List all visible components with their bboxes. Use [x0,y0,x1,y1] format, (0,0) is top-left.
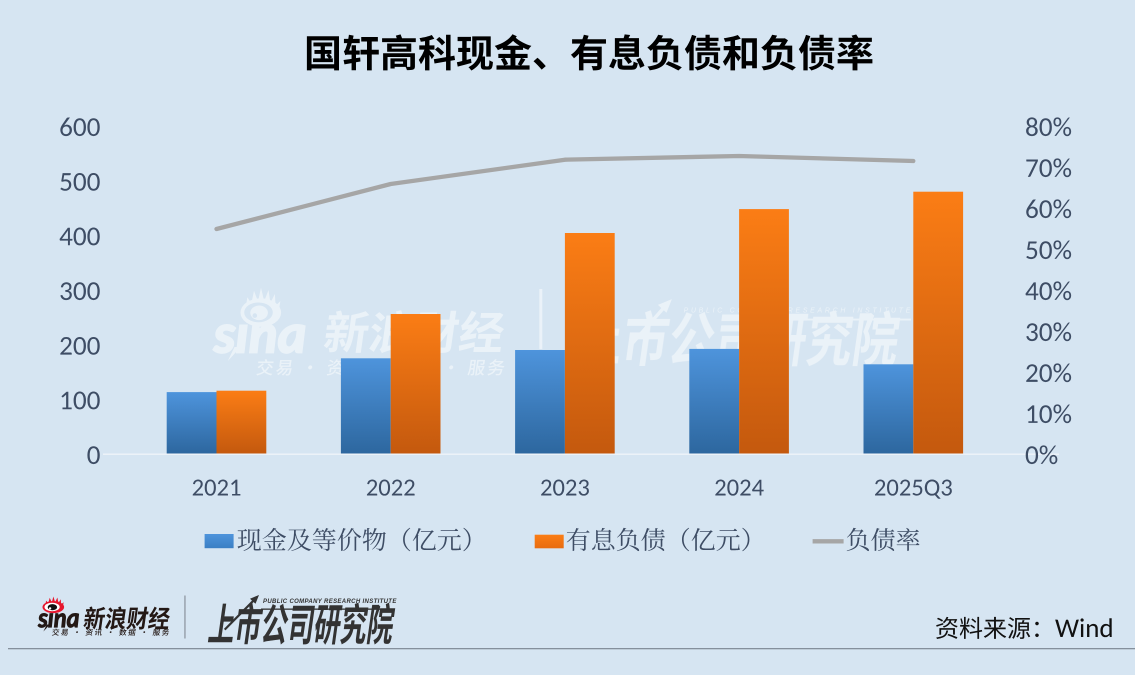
svg-text:PUBLIC COMPANY RESEARCH INSTIT: PUBLIC COMPANY RESEARCH INSTITUTE [263,599,397,605]
svg-text:PUBLIC COMPANY RESEARCH INSTIT: PUBLIC COMPANY RESEARCH INSTITUTE [684,307,913,314]
